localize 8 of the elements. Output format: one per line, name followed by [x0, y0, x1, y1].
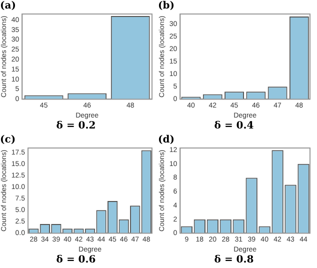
- chart-title: (d): [158, 134, 174, 146]
- text: δ = 0.6: [56, 254, 96, 266]
- chart-title: (c): [0, 134, 16, 146]
- text: δ = 0.4: [214, 120, 254, 132]
- text: δ = 0.8: [214, 254, 254, 266]
- chart-title: (a): [0, 0, 16, 12]
- text: δ = 0.2: [56, 120, 96, 132]
- chart-title: (b): [158, 0, 174, 12]
